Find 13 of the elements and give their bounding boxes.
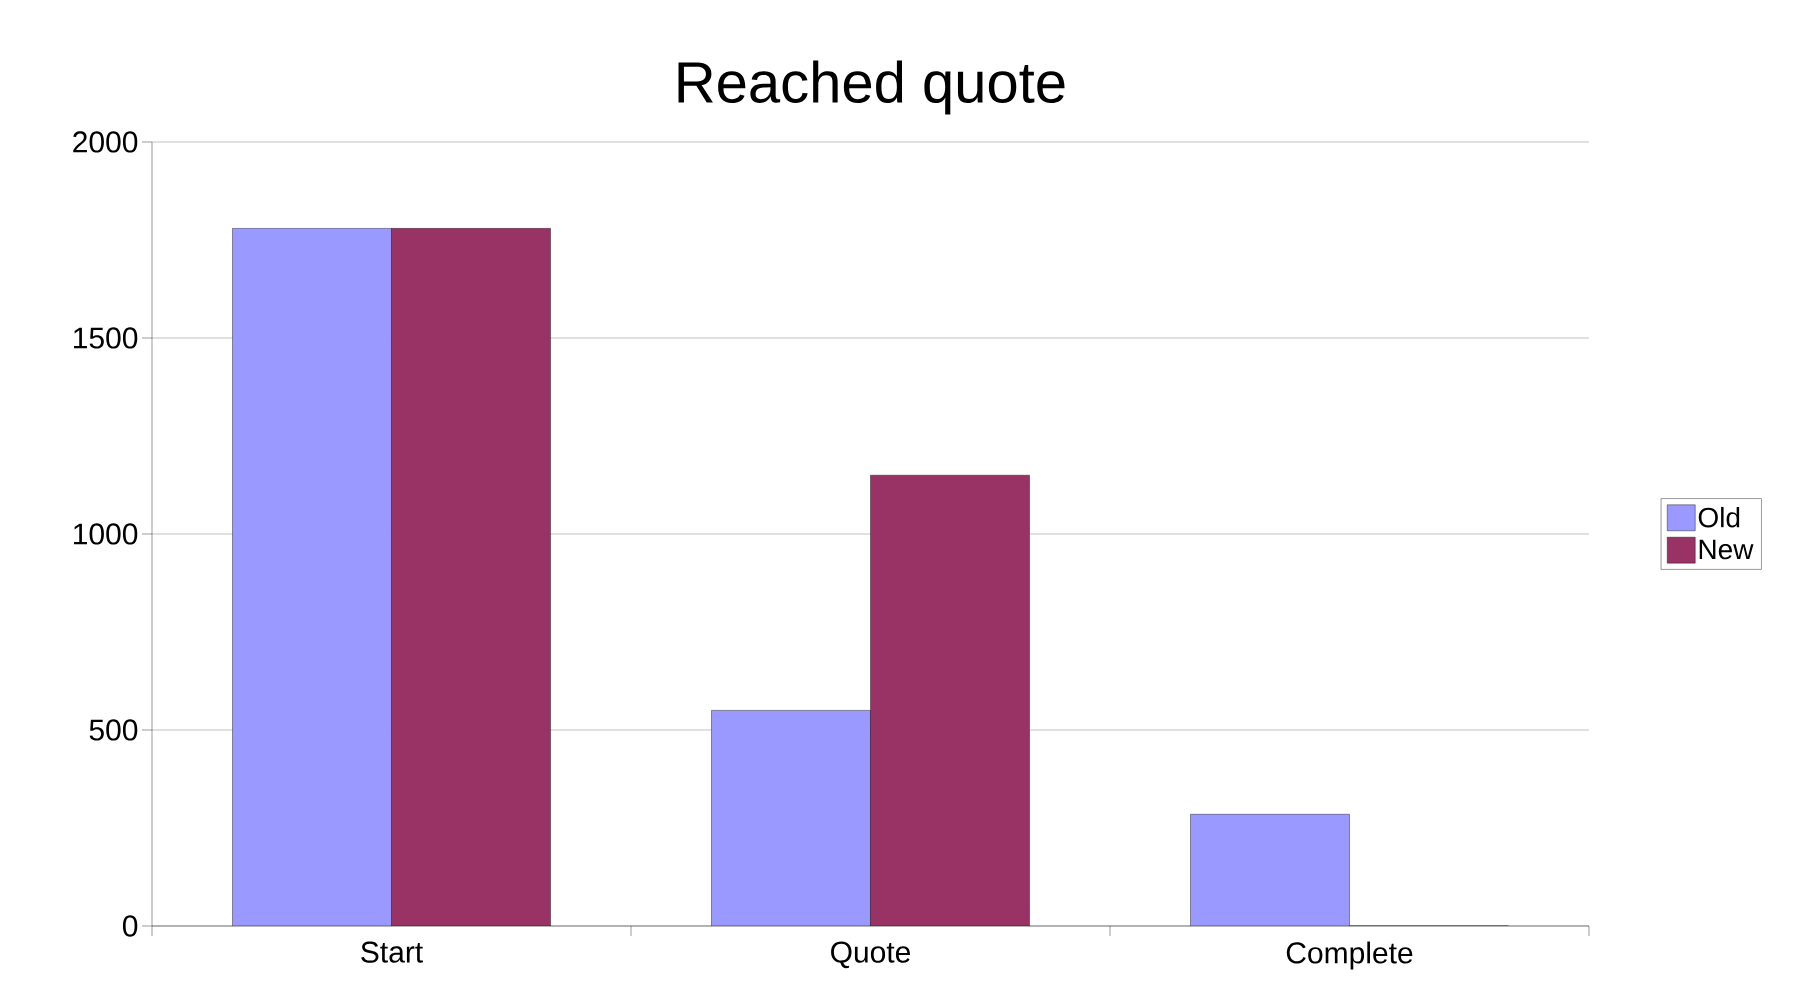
y-tick-label: 0 <box>122 915 138 937</box>
x-tick-label: Complete <box>1286 941 1413 970</box>
x-tick-label: Start <box>361 941 423 963</box>
chart-title: Reached quote <box>678 60 1065 115</box>
bar <box>391 228 551 926</box>
y-tick-label: 1500 <box>74 327 138 349</box>
legend-label: Old <box>1698 506 1740 528</box>
y-tick-label: 500 <box>89 719 138 741</box>
legend-label: New <box>1699 539 1754 560</box>
x-tick-label: Quote <box>831 941 911 969</box>
y-tick-label: 2000 <box>73 131 138 153</box>
bar <box>870 475 1030 926</box>
y-tick-label: 1000 <box>74 523 138 545</box>
